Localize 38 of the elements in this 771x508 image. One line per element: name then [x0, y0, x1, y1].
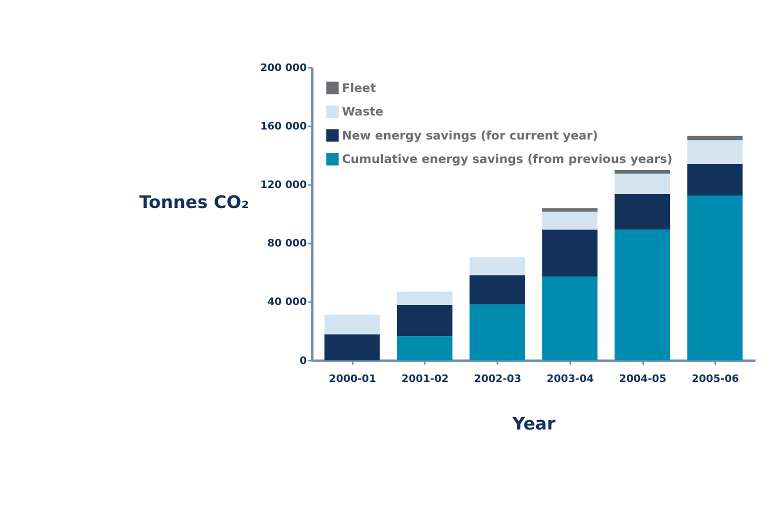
bar	[542, 276, 598, 360]
bar	[396, 305, 452, 336]
bar	[470, 275, 525, 304]
x-axis-title: Year	[511, 414, 556, 435]
bar	[324, 334, 380, 360]
bar	[396, 292, 452, 306]
legend-label: Waste	[342, 104, 384, 119]
bar	[614, 194, 670, 230]
y-tick-label: 160 000	[260, 120, 307, 133]
bar	[542, 212, 598, 230]
bar	[614, 174, 670, 194]
bar	[687, 164, 743, 196]
bar	[396, 336, 452, 360]
bar	[687, 136, 743, 140]
bar	[324, 314, 380, 334]
x-tick-label: 2001-02	[401, 373, 449, 386]
legend-label: Fleet	[342, 80, 376, 95]
x-tick-label: 2000-01	[328, 373, 376, 386]
bar	[470, 257, 525, 276]
y-axis-title: Tonnes CO₂	[139, 192, 249, 213]
x-tick-label: 2005-06	[692, 373, 739, 386]
bar	[614, 230, 670, 360]
x-tick-label: 2003-04	[546, 373, 594, 386]
bar	[614, 170, 670, 174]
y-tick-label: 200 000	[260, 62, 307, 74]
x-tick-label: 2002-03	[474, 373, 522, 386]
bar	[687, 140, 743, 164]
bar	[542, 230, 598, 276]
y-tick-label: 120 000	[260, 179, 307, 192]
y-tick-label: 40 000	[267, 296, 307, 308]
bar	[470, 304, 525, 360]
bar	[687, 196, 743, 360]
y-tick-label: 80 000	[267, 238, 307, 250]
bar	[542, 208, 598, 212]
legend-label: Cumulative energy savings (from previous years)	[342, 152, 672, 166]
x-tick-label: 2004-05	[619, 373, 666, 386]
y-tick-label: 0	[300, 354, 307, 367]
legend-label: New energy savings (for current year)	[342, 128, 598, 142]
